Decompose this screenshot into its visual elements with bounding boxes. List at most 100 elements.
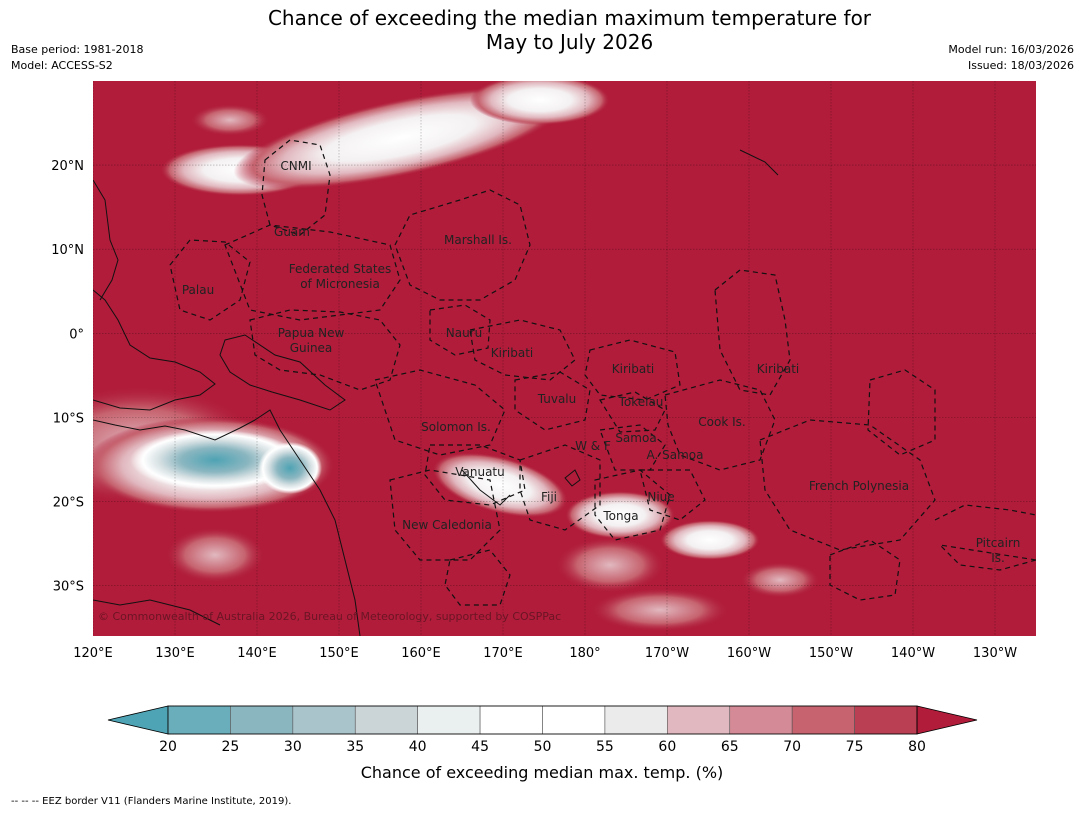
latitude-tick-label: 20°S <box>53 495 84 510</box>
colorbar-tick-label: 20 <box>159 739 177 755</box>
region-label: Tonga <box>602 509 638 523</box>
colorbar-tick-label: 60 <box>658 739 676 755</box>
colorbar-tick-label: 25 <box>222 739 240 755</box>
region-label: Marshall Is. <box>444 233 512 247</box>
latitude-tick-label: 20°N <box>51 159 84 174</box>
eez-border-niue <box>639 469 706 521</box>
eez-border-tokelau <box>599 391 666 433</box>
region-label: Kiribati <box>612 362 654 376</box>
colorbar-segment <box>230 705 294 735</box>
region-label: Solomon Is. <box>421 420 491 434</box>
colorbar-segment <box>604 705 668 735</box>
eez-border-palau <box>169 239 251 321</box>
colorbar-tick-label: 30 <box>284 739 302 755</box>
region-label: W & F <box>575 439 611 453</box>
region-label: Fiji <box>541 490 557 504</box>
eez-border-marshall-islands <box>394 189 531 301</box>
coastline-fiji <box>564 469 581 487</box>
colorbar-tick-label: 70 <box>783 739 801 755</box>
eez-border-png <box>249 309 401 391</box>
colorbar-segment <box>417 705 481 735</box>
longitude-tick-label: 170°E <box>483 646 523 661</box>
colorbar-segment <box>354 705 418 735</box>
title-line-1: Chance of exceeding the median maximum t… <box>267 6 872 30</box>
eez-border-french-polynesia <box>759 419 936 551</box>
region-label: Nauru <box>446 326 482 340</box>
colorbar-segment <box>667 705 731 735</box>
low-chance-area-tonga <box>565 491 675 539</box>
eez-border-nauru <box>429 304 491 356</box>
eez-border-pitcairn <box>934 504 1036 571</box>
colorbar-segment <box>542 705 606 735</box>
region-label: Tokelau <box>618 395 664 409</box>
below-median-area-cape-york <box>258 442 322 494</box>
eez-border-solomon-islands <box>374 369 506 456</box>
forecast-field <box>93 81 820 632</box>
colorbar-tick-label: 40 <box>409 739 427 755</box>
region-label: Guam <box>274 225 310 239</box>
region-label: of Micronesia <box>300 277 380 291</box>
longitude-tick-label: 160°W <box>727 646 771 661</box>
region-label: A. Samoa <box>647 448 704 462</box>
eez-borders <box>169 139 1036 606</box>
region-label: Tuvalu <box>537 392 577 406</box>
copyright-notice: © Commonwealth of Australia 2026, Bureau… <box>98 610 561 623</box>
colorbar-segment <box>167 705 231 735</box>
longitude-tick-label: 140°E <box>237 646 277 661</box>
pink-patch <box>190 104 270 136</box>
latitude-tick-labels: 20°N 10°N 0° 10°S 20°S 30°S <box>51 159 84 594</box>
coastline-philippines <box>93 179 119 301</box>
region-label: Guinea <box>290 341 333 355</box>
eez-border-cnmi <box>261 139 331 236</box>
pink-patch-east <box>740 562 820 598</box>
pink-patch-far-south <box>590 588 730 632</box>
colorbar-tick-label: 50 <box>534 739 552 755</box>
latitude-tick-label: 30°S <box>53 580 84 595</box>
longitude-tick-labels: 120°E 130°E 140°E 150°E 160°E 170°E 180° 170°W 1… <box>73 646 1017 661</box>
colorbar-extend-low <box>107 705 169 735</box>
coastline-australia <box>93 409 361 636</box>
region-label: Kiribati <box>757 362 799 376</box>
region-label: New Caledonia <box>402 518 492 532</box>
base-period: Base period: 1981-2018 <box>11 43 144 56</box>
coastline-hawaii <box>739 149 779 176</box>
eez-footnote: -- -- -- EEZ border V11 (Flanders Marine… <box>11 796 292 807</box>
colorbar-tick-label: 55 <box>596 739 614 755</box>
eez-border-kiribati-east <box>714 269 791 396</box>
pink-patch-tonga-south <box>555 537 665 593</box>
latitude-tick-label: 0° <box>69 327 84 342</box>
eez-border-kiribati-central <box>584 339 681 401</box>
coastline-south-australia <box>93 599 221 626</box>
colorbar-segment <box>729 705 793 735</box>
eez-border-vanuatu <box>424 444 526 506</box>
colorbar-tick-label: 80 <box>908 739 926 755</box>
longitude-tick-label: 120°E <box>73 646 113 661</box>
model-run: Model run: 16/03/2026 <box>948 43 1074 56</box>
region-label: Palau <box>182 283 214 297</box>
region-label: Cook Is. <box>698 415 745 429</box>
colorbar-tick-label: 35 <box>346 739 364 755</box>
eez-border-cook-islands-north <box>664 379 776 471</box>
eez-border-fiji <box>519 444 601 531</box>
coastline-indonesia <box>93 289 216 411</box>
region-label: Kiribati <box>491 346 533 360</box>
region-label: Vanuatu <box>455 465 505 479</box>
region-label: Papua New <box>278 326 345 340</box>
colorbar-outline <box>167 705 918 735</box>
colorbar-segment <box>854 705 918 735</box>
title-line-2: May to July 2026 <box>485 30 654 54</box>
longitude-tick-label: 150°E <box>319 646 359 661</box>
longitude-tick-label: 130°E <box>155 646 195 661</box>
run-info: Model run: 16/03/2026 Issued: 18/03/2026 <box>948 42 1074 74</box>
coastlines <box>93 149 779 636</box>
region-label: Pitcairn <box>976 536 1021 550</box>
pink-patch-south <box>165 527 265 583</box>
longitude-tick-label: 150°W <box>809 646 853 661</box>
region-label: Niue <box>647 490 674 504</box>
eez-border-new-caledonia <box>389 469 501 561</box>
eez-border-tuvalu <box>514 371 591 431</box>
coastline-new-caledonia <box>461 469 511 506</box>
longitude-tick-label: 170°W <box>645 646 689 661</box>
